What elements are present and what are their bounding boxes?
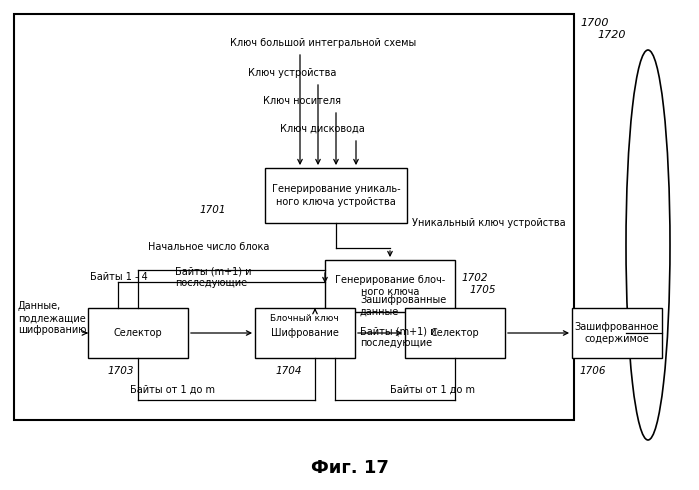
Text: Уникальный ключ устройства: Уникальный ключ устройства: [412, 218, 565, 228]
Text: Ключ большой интегральной схемы: Ключ большой интегральной схемы: [230, 38, 416, 48]
Text: 1705: 1705: [470, 285, 496, 295]
Text: Ключ носителя: Ключ носителя: [263, 96, 341, 106]
Bar: [405, 308, 505, 358]
Text: Байты от 1 до m: Байты от 1 до m: [130, 385, 215, 395]
Text: Фиг. 17: Фиг. 17: [311, 459, 389, 477]
Text: Зашифрованные
данные: Зашифрованные данные: [360, 295, 446, 317]
Text: Зашифрованное
содержимое: Зашифрованное содержимое: [575, 321, 659, 344]
Bar: [14, 14, 574, 420]
Text: 1702: 1702: [462, 273, 489, 283]
Bar: [572, 308, 662, 358]
Text: Генерирование блоч-
ного ключа: Генерирование блоч- ного ключа: [335, 274, 445, 297]
Text: Шифрование: Шифрование: [271, 328, 339, 338]
Text: Байты (m+1) и
последующие: Байты (m+1) и последующие: [360, 326, 436, 347]
Text: 1701: 1701: [199, 205, 226, 215]
Text: 1720: 1720: [597, 30, 626, 40]
Bar: [265, 168, 407, 223]
Text: Селектор: Селектор: [114, 328, 162, 338]
Text: Данные,
подлежащие
шифрованию: Данные, подлежащие шифрованию: [18, 301, 87, 335]
Text: Ключ дисковода: Ключ дисковода: [280, 124, 365, 134]
Text: Байты 1 - 4: Байты 1 - 4: [90, 272, 147, 282]
Ellipse shape: [626, 50, 670, 440]
Bar: [88, 308, 188, 358]
Text: Байты (m+1) и
последующие: Байты (m+1) и последующие: [175, 267, 252, 288]
Text: Байты от 1 до m: Байты от 1 до m: [390, 385, 475, 395]
Text: Генерирование уникаль-
ного ключа устройства: Генерирование уникаль- ного ключа устрой…: [272, 184, 401, 207]
Text: Селектор: Селектор: [431, 328, 480, 338]
Text: Ключ устройства: Ключ устройства: [248, 68, 336, 78]
Bar: [325, 260, 455, 312]
Bar: [255, 308, 355, 358]
Text: 1703: 1703: [108, 366, 134, 376]
Text: 1700: 1700: [580, 18, 609, 28]
Text: Блочный ключ: Блочный ключ: [270, 314, 338, 323]
Text: 1706: 1706: [580, 366, 607, 376]
Text: 1704: 1704: [275, 366, 301, 376]
Text: Начальное число блока: Начальное число блока: [148, 242, 269, 252]
